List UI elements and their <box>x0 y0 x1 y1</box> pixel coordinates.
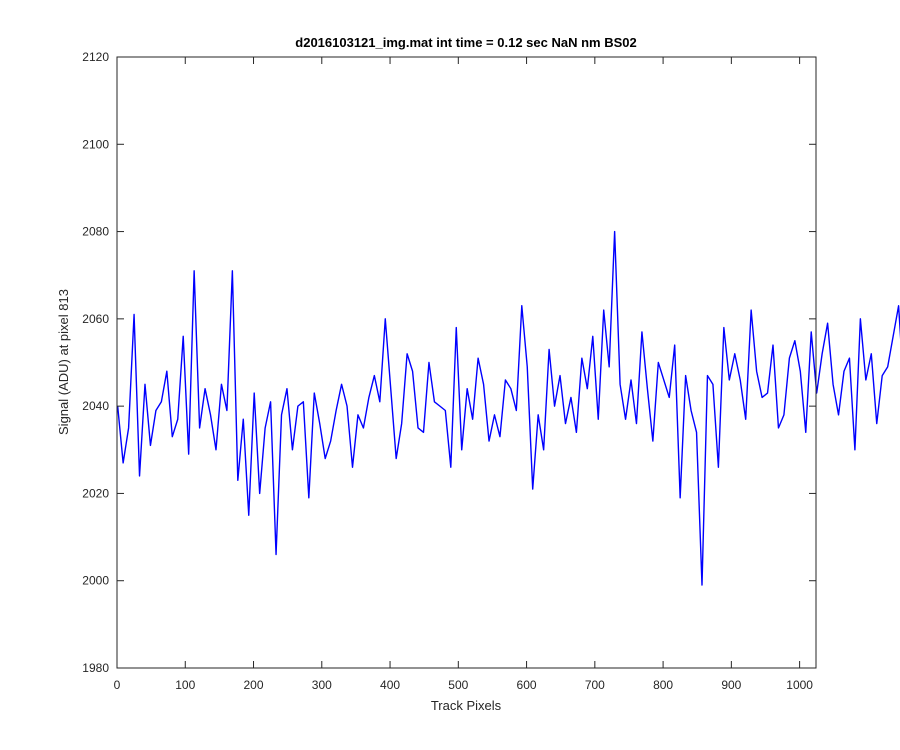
y-axis-label: Signal (ADU) at pixel 813 <box>56 289 71 435</box>
y-tick-label: 2120 <box>82 50 109 64</box>
x-tick-label: 0 <box>114 678 121 692</box>
x-tick-label: 200 <box>244 678 264 692</box>
series-line-1 <box>116 230 900 586</box>
y-tick-label: 2080 <box>82 225 109 239</box>
axes-box <box>116 56 817 669</box>
x-axis-label: Track Pixels <box>431 698 502 713</box>
x-tick-label: 300 <box>312 678 332 692</box>
y-tick-label: 2100 <box>82 137 109 151</box>
x-tick-label: 1000 <box>786 678 813 692</box>
x-tick-label: 400 <box>380 678 400 692</box>
x-tick-label: 700 <box>585 678 605 692</box>
axes-background <box>117 57 816 668</box>
y-tick-label: 2000 <box>82 574 109 588</box>
x-tick-label: 900 <box>721 678 741 692</box>
x-tick-label: 800 <box>653 678 673 692</box>
y-tick-label: 2060 <box>82 312 109 326</box>
y-tick-label: 1980 <box>82 661 109 675</box>
y-tick-label: 2040 <box>82 399 109 413</box>
x-tick-label: 100 <box>175 678 195 692</box>
y-tick-label: 2020 <box>82 486 109 500</box>
series-layer <box>116 230 900 586</box>
chart-title: d2016103121_img.mat int time = 0.12 sec … <box>295 35 636 50</box>
x-tick-label: 500 <box>448 678 468 692</box>
x-tick-label: 600 <box>517 678 537 692</box>
ticks-layer: 0 100 200 300 400 500 600 700 800 900 1000 1980 2000… <box>82 50 816 692</box>
